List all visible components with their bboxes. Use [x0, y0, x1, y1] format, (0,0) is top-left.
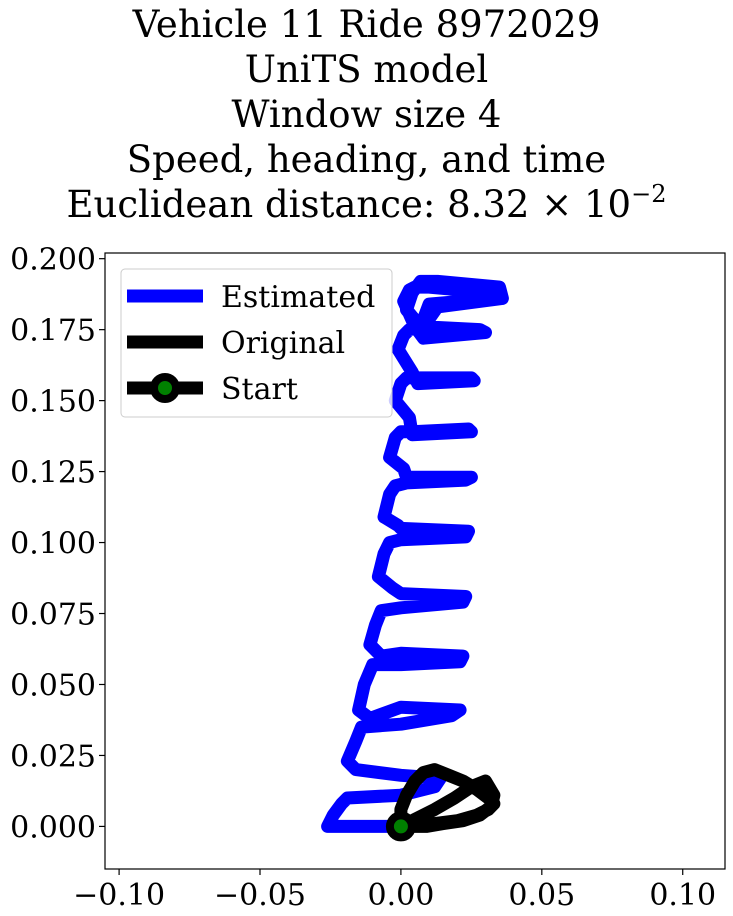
y-tick-label: 0.000 [10, 810, 96, 845]
start-point-marker [385, 811, 416, 842]
title-line-metric: Euclidean distance: 8.32 × 10−2 [0, 182, 733, 227]
x-tick-label: −0.10 [73, 878, 165, 913]
series-line-estimated [321, 274, 509, 833]
x-tick-label: −0.05 [214, 878, 306, 913]
title-line-3: Window size 4 [231, 93, 502, 136]
x-tick-label: 0.10 [649, 878, 716, 913]
title-line-1: Vehicle 11 Ride 8972029 [132, 3, 601, 46]
y-tick-label: 0.075 [10, 598, 96, 633]
legend-box [120, 268, 393, 418]
legend-label-original: Original [221, 326, 345, 361]
y-tick-label: 0.125 [10, 456, 96, 491]
metric-mantissa: 8.32 [447, 183, 530, 226]
metric-label: Euclidean distance: [66, 183, 448, 226]
y-tick-label: 0.025 [10, 739, 96, 774]
plot-area-frame [104, 252, 726, 870]
legend-label-start: Start [221, 372, 298, 407]
title-line-4: Speed, heading, and time [126, 138, 607, 181]
y-tick-label: 0.150 [10, 385, 96, 420]
x-tick-label: 0.00 [368, 878, 435, 913]
metric-base: 10 [584, 183, 632, 226]
legend-start-marker [150, 373, 180, 403]
legend: Estimated Original Start [120, 268, 393, 418]
y-axis: 0.000 0.025 0.050 0.075 0.100 0.125 0.150 0.175… [10, 243, 105, 845]
chart-title: Vehicle 11 Ride 8972029 UniTS model Wind… [0, 2, 733, 227]
y-tick-label: 0.100 [10, 527, 96, 562]
metric-exponent: −2 [631, 180, 667, 208]
title-line-2: UniTS model [244, 48, 489, 91]
metric-times: × [541, 183, 573, 226]
y-tick-label: 0.175 [10, 314, 96, 349]
y-tick-label: 0.200 [10, 243, 96, 278]
x-tick-label: 0.05 [508, 878, 575, 913]
legend-label-estimated: Estimated [221, 280, 375, 315]
marker-layer [385, 811, 416, 842]
y-tick-label: 0.050 [10, 668, 96, 703]
x-axis: −0.10 −0.05 0.00 0.05 0.10 [73, 869, 716, 913]
